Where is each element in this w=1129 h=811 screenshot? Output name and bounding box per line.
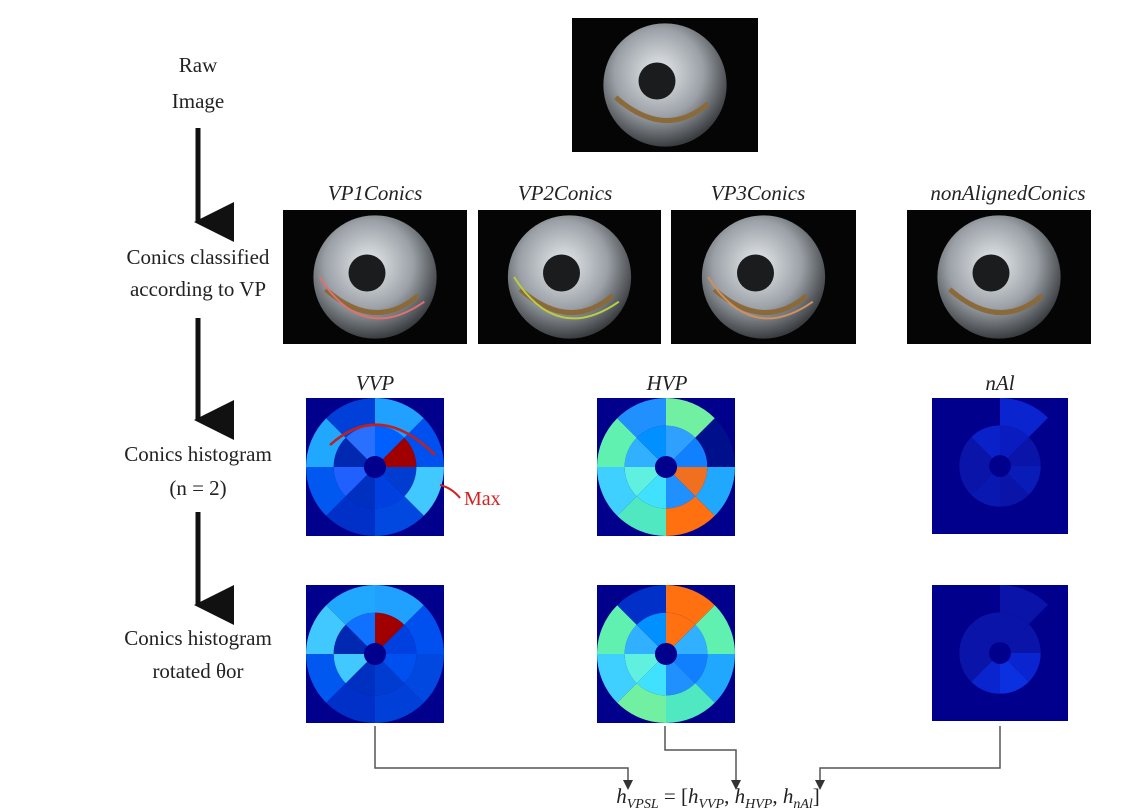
histogram-title: HVP: [646, 371, 688, 395]
formula-sep: ,: [724, 784, 735, 808]
step-label: Conics histogram: [124, 442, 272, 466]
photo-object: [639, 63, 676, 100]
formula-sep: ,: [772, 784, 783, 808]
formula-base: h: [688, 784, 699, 808]
image-title: VP1Conics: [328, 181, 423, 205]
image-title: nonAlignedConics: [930, 181, 1085, 205]
histogram-title: nAl: [985, 371, 1014, 395]
step-label: Conics classified: [127, 245, 270, 269]
photo-object: [349, 255, 386, 292]
formula-sub: nAl: [793, 797, 813, 811]
formula-sep: = [: [659, 784, 688, 808]
photo-object: [543, 255, 580, 292]
step-label: (n = 2): [169, 476, 226, 500]
formula-sub: VVP: [698, 797, 724, 811]
diagram: Raw Image Conics classified according to…: [0, 0, 1129, 811]
image-title: VP3Conics: [711, 181, 806, 205]
max-annotation: Max: [464, 488, 501, 510]
image-title: VP2Conics: [518, 181, 613, 205]
formula-sub: HVP: [744, 797, 773, 811]
histogram-title: VVP: [356, 371, 395, 395]
formula-sep: ]: [813, 784, 820, 808]
step-label: according to VP: [130, 277, 266, 301]
formula-sub: VPSL: [627, 797, 659, 811]
step-label: Raw: [179, 53, 218, 77]
step-label: Conics histogram: [124, 626, 272, 650]
formula-base: h: [735, 784, 746, 808]
connectors: [375, 726, 1000, 782]
step-label: Image: [172, 89, 224, 113]
formula-base: h: [616, 784, 627, 808]
formula: hVPSL = [hVVP, hHVP, hnAl]: [616, 784, 820, 811]
photo-object: [737, 255, 774, 292]
photo-object: [973, 255, 1010, 292]
step-label: rotated θor: [152, 659, 243, 683]
formula-base: h: [783, 784, 794, 808]
